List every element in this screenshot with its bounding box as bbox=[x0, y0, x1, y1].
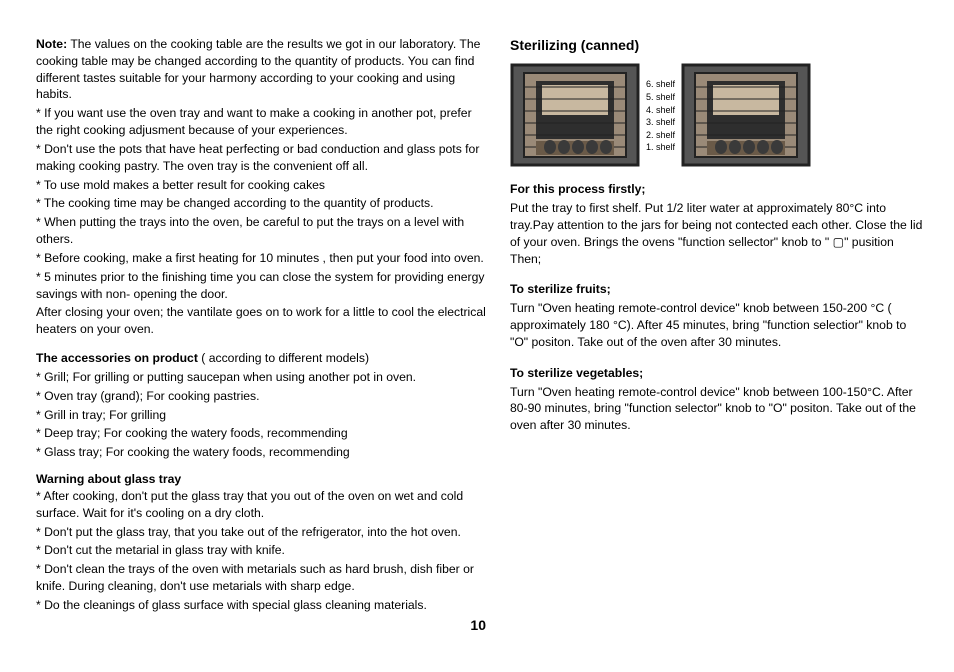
vegetables-text: Turn "Oven heating remote-control device… bbox=[510, 384, 924, 434]
bullet: * When putting the trays into the oven, … bbox=[36, 214, 486, 248]
shelf-label: 5. shelf bbox=[646, 93, 675, 102]
bullet: * Before cooking, make a first heating f… bbox=[36, 250, 486, 267]
sterilizing-heading: Sterilizing (canned) bbox=[510, 36, 924, 55]
acc-bullet: * Grill; For grilling or putting saucepa… bbox=[36, 369, 486, 386]
shelf-label: 6. shelf bbox=[646, 80, 675, 89]
accessories-label: The accessories on product bbox=[36, 351, 198, 365]
warn-bullet: * After cooking, don't put the glass tra… bbox=[36, 488, 486, 522]
process-heading: For this process firstly; bbox=[510, 181, 924, 198]
bullet: * To use mold makes a better result for … bbox=[36, 177, 486, 194]
acc-bullet: * Oven tray (grand); For cooking pastrie… bbox=[36, 388, 486, 405]
oven-diagram-row: 6. shelf 5. shelf 4. shelf 3. shelf 2. s… bbox=[510, 63, 924, 167]
shelf-label: 1. shelf bbox=[646, 143, 675, 152]
warn-bullet: * Don't cut the metarial in glass tray w… bbox=[36, 542, 486, 559]
after-close-text: After closing your oven; the vantilate g… bbox=[36, 304, 486, 338]
acc-bullet: * Deep tray; For cooking the watery food… bbox=[36, 425, 486, 442]
fruits-text: Turn "Oven heating remote-control device… bbox=[510, 300, 924, 350]
fruits-heading: To sterilize fruits; bbox=[510, 281, 924, 298]
bullet: * 5 minutes prior to the finishing time … bbox=[36, 269, 486, 303]
shelf-label: 2. shelf bbox=[646, 131, 675, 140]
bullet: * Don't use the pots that have heat perf… bbox=[36, 141, 486, 175]
note-para: Note: The values on the cooking table ar… bbox=[36, 36, 486, 103]
right-column: Sterilizing (canned) 6. shelf 5. shelf 4… bbox=[506, 36, 924, 662]
vegetables-heading: To sterilize vegetables; bbox=[510, 365, 924, 382]
shelf-label: 4. shelf bbox=[646, 106, 675, 115]
accessories-para: The accessories on product ( according t… bbox=[36, 350, 486, 367]
acc-bullet: * Glass tray; For cooking the watery foo… bbox=[36, 444, 486, 461]
note-label: Note: bbox=[36, 37, 67, 51]
accessories-text: ( according to different models) bbox=[198, 351, 369, 365]
warn-bullet: * Do the cleanings of glass surface with… bbox=[36, 597, 486, 614]
oven-diagram-right bbox=[681, 63, 811, 167]
shelf-labels: 6. shelf 5. shelf 4. shelf 3. shelf 2. s… bbox=[646, 68, 675, 162]
left-column: Note: The values on the cooking table ar… bbox=[36, 36, 486, 662]
process-text: Put the tray to first shelf. Put 1/2 lit… bbox=[510, 200, 924, 267]
page-number: 10 bbox=[36, 616, 486, 635]
bullet: * If you want use the oven tray and want… bbox=[36, 105, 486, 139]
shelf-label: 3. shelf bbox=[646, 118, 675, 127]
oven-diagram-left bbox=[510, 63, 640, 167]
warn-bullet: * Don't clean the trays of the oven with… bbox=[36, 561, 486, 595]
warning-heading: Warning about glass tray bbox=[36, 471, 486, 488]
bullet: * The cooking time may be changed accord… bbox=[36, 195, 486, 212]
warn-bullet: * Don't put the glass tray, that you tak… bbox=[36, 524, 486, 541]
acc-bullet: * Grill in tray; For grilling bbox=[36, 407, 486, 424]
note-text: The values on the cooking table are the … bbox=[36, 37, 480, 101]
